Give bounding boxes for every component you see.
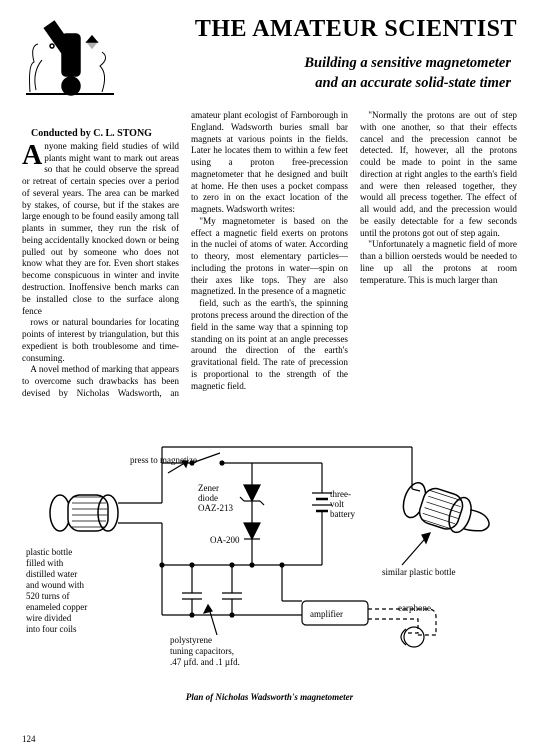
label-battery: three-voltbattery bbox=[330, 489, 355, 519]
subtitle-line-1: Building a sensitive magnetometer bbox=[130, 53, 511, 73]
label-amplifier: amplifier bbox=[310, 609, 343, 619]
label-caps: polystyrene tuning capacitors, .47 µfd. … bbox=[170, 635, 240, 667]
article-body: Conducted by C. L. STONG Anyone making f… bbox=[22, 110, 517, 402]
body-p4: "My magnetometer is based on the effect … bbox=[191, 216, 348, 298]
label-oa200: OA-200 bbox=[210, 535, 240, 545]
byline: Conducted by C. L. STONG bbox=[22, 128, 179, 141]
article-subtitle: Building a sensitive magnetometer and an… bbox=[130, 53, 517, 94]
label-press: press to magnetize bbox=[130, 455, 197, 465]
body-p2: rows or natural boundaries for locating … bbox=[22, 317, 179, 364]
body-p5: field, such as the earth's, the spinning… bbox=[191, 298, 348, 392]
schematic-figure: press to magnetize ZenerdiodeOAZ-213 OA-… bbox=[22, 410, 517, 690]
label-earphone: earphone bbox=[398, 603, 431, 613]
left-bottle-drawing bbox=[50, 495, 118, 531]
body-p7: "Unfortunately a magnetic field of more … bbox=[360, 239, 517, 286]
subtitle-line-2: and an accurate solid-state timer bbox=[130, 73, 511, 93]
body-p6: "Normally the protons are out of step wi… bbox=[360, 110, 517, 239]
header-illustration bbox=[22, 14, 118, 110]
body-p1: Anyone making field studies of wild plan… bbox=[22, 141, 179, 317]
label-zener: ZenerdiodeOAZ-213 bbox=[198, 483, 233, 513]
article-title: THE AMATEUR SCIENTIST bbox=[130, 16, 517, 43]
label-right-bottle: similar plastic bottle bbox=[382, 567, 456, 577]
figure-caption: Plan of Nicholas Wadsworth's magnetomete… bbox=[22, 692, 517, 702]
label-left-bottle: plastic bottle filled with distilled wat… bbox=[26, 547, 89, 634]
page-number: 124 bbox=[22, 734, 36, 744]
